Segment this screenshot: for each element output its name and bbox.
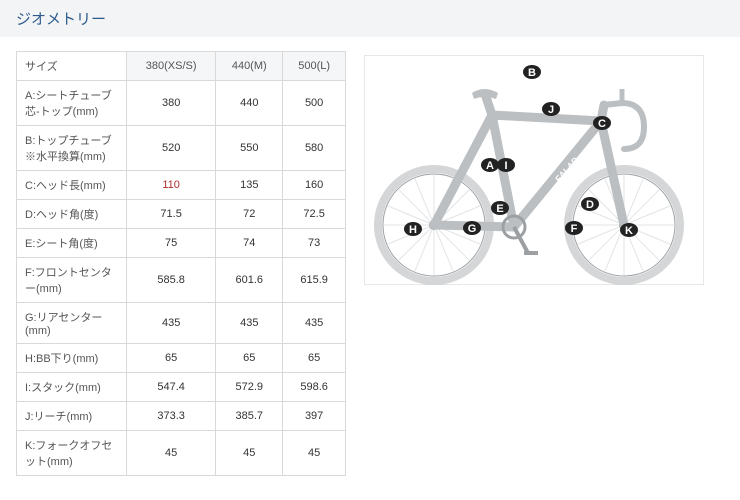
geometry-table-container: サイズ380(XS/S)440(M)500(L) A:シートチューブ芯-トップ(…: [16, 51, 346, 476]
cell: 601.6: [216, 258, 283, 303]
cell: 72: [216, 200, 283, 229]
svg-text:A: A: [486, 160, 494, 172]
col-header-1: 380(XS/S): [127, 52, 216, 81]
cell: 71.5: [127, 200, 216, 229]
svg-text:E: E: [496, 203, 503, 215]
page-title: ジオメトリー: [16, 8, 724, 29]
cell: 615.9: [283, 258, 346, 303]
col-header-size: サイズ: [17, 52, 127, 81]
cell: 75: [127, 229, 216, 258]
svg-text:G: G: [468, 223, 477, 235]
row-label: E:シート角(度): [17, 229, 127, 258]
cell: 160: [283, 171, 346, 200]
cell: 45: [127, 431, 216, 476]
geometry-label-C: C: [593, 116, 611, 130]
row-label: I:スタック(mm): [17, 373, 127, 402]
row-label: F:フロントセンター(mm): [17, 258, 127, 303]
cell: 598.6: [283, 373, 346, 402]
geometry-label-H: H: [404, 222, 422, 236]
cell: 373.3: [127, 402, 216, 431]
cell: 585.8: [127, 258, 216, 303]
cell: 73: [283, 229, 346, 258]
table-row: E:シート角(度)757473: [17, 229, 346, 258]
table-row: I:スタック(mm)547.4572.9598.6: [17, 373, 346, 402]
svg-text:C: C: [598, 118, 606, 130]
row-label: J:リーチ(mm): [17, 402, 127, 431]
row-label: A:シートチューブ芯-トップ(mm): [17, 81, 127, 126]
row-label: D:ヘッド角(度): [17, 200, 127, 229]
geometry-label-K: K: [620, 223, 638, 237]
cell: 72.5: [283, 200, 346, 229]
svg-text:D: D: [586, 199, 594, 211]
svg-text:F: F: [571, 223, 578, 235]
svg-text:J: J: [548, 104, 554, 116]
cell: 440: [216, 81, 283, 126]
cell: 45: [216, 431, 283, 476]
table-row: C:ヘッド長(mm)110135160: [17, 171, 346, 200]
cell: 74: [216, 229, 283, 258]
cell: 65: [283, 344, 346, 373]
cell: 385.7: [216, 402, 283, 431]
geometry-label-A: A: [481, 158, 499, 172]
table-row: A:シートチューブ芯-トップ(mm)380440500: [17, 81, 346, 126]
table-row: F:フロントセンター(mm)585.8601.6615.9: [17, 258, 346, 303]
cell: 435: [283, 303, 346, 344]
cell: 65: [127, 344, 216, 373]
table-row: B:トップチューブ※水平換算(mm)520550580: [17, 126, 346, 171]
svg-text:H: H: [409, 224, 417, 236]
row-label: G:リアセンター(mm): [17, 303, 127, 344]
cell: 550: [216, 126, 283, 171]
geometry-table: サイズ380(XS/S)440(M)500(L) A:シートチューブ芯-トップ(…: [16, 51, 346, 476]
table-row: G:リアセンター(mm)435435435: [17, 303, 346, 344]
col-header-3: 500(L): [283, 52, 346, 81]
svg-text:I: I: [504, 160, 507, 172]
cell: 500: [283, 81, 346, 126]
cell: 110: [127, 171, 216, 200]
col-header-2: 440(M): [216, 52, 283, 81]
geometry-label-B: B: [523, 65, 541, 79]
row-label: H:BB下り(mm): [17, 344, 127, 373]
svg-text:K: K: [625, 225, 633, 237]
table-row: D:ヘッド角(度)71.57272.5: [17, 200, 346, 229]
table-row: J:リーチ(mm)373.3385.7397: [17, 402, 346, 431]
cell: 435: [216, 303, 283, 344]
cell: 135: [216, 171, 283, 200]
svg-text:B: B: [528, 67, 536, 79]
geometry-diagram: FALADABCDEFGHIJK: [364, 55, 704, 285]
content: サイズ380(XS/S)440(M)500(L) A:シートチューブ芯-トップ(…: [0, 37, 740, 476]
geometry-label-E: E: [491, 201, 509, 215]
cell: 45: [283, 431, 346, 476]
cell: 380: [127, 81, 216, 126]
geometry-label-I: I: [497, 158, 515, 172]
row-label: B:トップチューブ※水平換算(mm): [17, 126, 127, 171]
geometry-label-D: D: [581, 197, 599, 211]
cell: 580: [283, 126, 346, 171]
geometry-label-J: J: [542, 102, 560, 116]
table-row: K:フォークオフセット(mm)454545: [17, 431, 346, 476]
cell: 520: [127, 126, 216, 171]
row-label: K:フォークオフセット(mm): [17, 431, 127, 476]
geometry-label-G: G: [463, 221, 481, 235]
cell: 65: [216, 344, 283, 373]
cell: 547.4: [127, 373, 216, 402]
geometry-label-F: F: [565, 221, 583, 235]
header-band: ジオメトリー: [0, 0, 740, 37]
cell: 572.9: [216, 373, 283, 402]
cell: 397: [283, 402, 346, 431]
table-row: H:BB下り(mm)656565: [17, 344, 346, 373]
cell: 435: [127, 303, 216, 344]
row-label: C:ヘッド長(mm): [17, 171, 127, 200]
